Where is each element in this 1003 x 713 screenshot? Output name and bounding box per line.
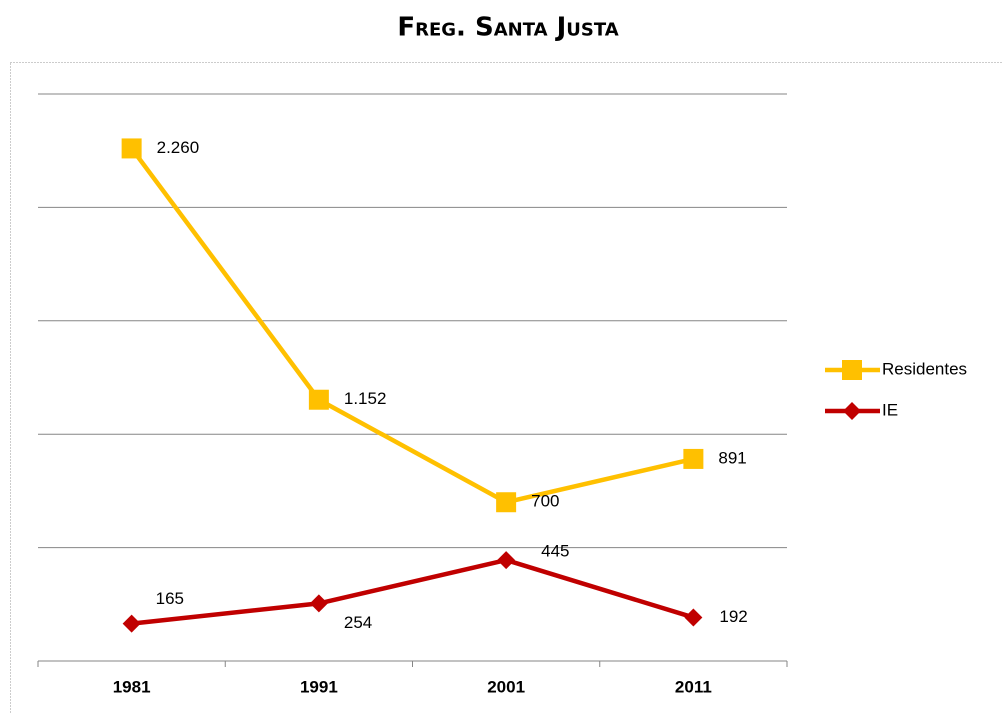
x-tick-label: 1991 bbox=[300, 677, 338, 696]
marker bbox=[497, 551, 516, 570]
marker bbox=[121, 138, 142, 159]
x-tick-label: 2001 bbox=[487, 677, 525, 696]
data-label: 445 bbox=[541, 542, 569, 561]
marker bbox=[843, 402, 861, 420]
x-tick-label: 1981 bbox=[113, 677, 151, 696]
marker bbox=[309, 594, 328, 613]
legend-label: Residentes bbox=[882, 359, 967, 378]
data-label: 2.260 bbox=[157, 138, 200, 157]
series-line bbox=[131, 557, 695, 626]
marker bbox=[684, 608, 703, 627]
data-label: 165 bbox=[156, 589, 184, 608]
marker bbox=[122, 614, 141, 633]
data-label: 1.152 bbox=[344, 389, 387, 408]
x-tick-label: 2011 bbox=[675, 677, 712, 696]
chart-title: Freg. Santa Justa bbox=[397, 13, 618, 43]
marker bbox=[683, 448, 704, 469]
chart-frame bbox=[10, 62, 1003, 713]
legend-label: IE bbox=[882, 400, 898, 419]
marker bbox=[308, 389, 329, 410]
data-label: 891 bbox=[718, 448, 746, 467]
marker bbox=[842, 360, 862, 380]
series-line bbox=[129, 147, 694, 505]
data-label: 700 bbox=[531, 492, 559, 511]
data-label: 254 bbox=[344, 613, 372, 632]
data-label: 192 bbox=[719, 607, 747, 626]
marker bbox=[496, 492, 517, 513]
